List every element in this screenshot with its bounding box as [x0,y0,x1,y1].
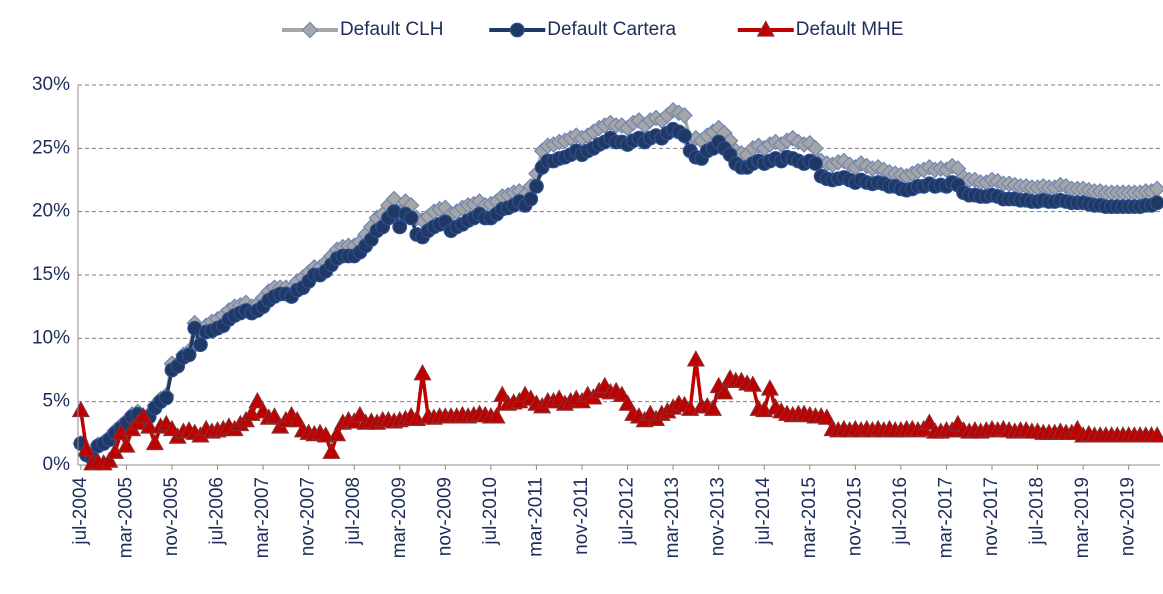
legend-item: Default CLH [281,19,444,40]
x-tick-label: mar-2009 [389,477,410,558]
series [73,121,1163,467]
data-point [703,399,722,416]
x-tick-label: jul-2018 [1027,477,1048,546]
x-tick-label: mar-2013 [662,477,683,558]
data-point [301,21,319,39]
data-point [71,400,90,418]
series-line [79,358,1158,466]
data-point [760,379,779,396]
series-line [79,108,1158,460]
x-tick-label: mar-2007 [252,477,273,558]
data-point [676,107,693,124]
x-tick-label: nov-2005 [161,477,182,556]
data-point [158,390,174,406]
x-tick-label: jul-2016 [890,477,911,546]
x-tick-label: mar-2017 [935,477,956,558]
data-point [677,128,692,144]
y-tick-label: 10% [32,327,70,348]
x-tick-label: jul-2012 [617,477,638,546]
data-point [288,410,307,428]
y-tick-label: 5% [43,391,71,412]
x-tick-label: jul-2010 [480,477,501,546]
data-point [100,451,119,468]
data-point [618,394,637,411]
data-point [756,20,775,37]
data-point [807,139,824,157]
x-tick-label: mar-2011 [525,477,546,557]
x-tick-label: mar-2019 [1072,477,1093,558]
data-point [392,219,408,235]
data-point [1148,426,1163,443]
data-point [265,407,284,424]
data-point [523,191,539,207]
data-point [403,210,419,226]
data-point [743,375,762,392]
data-point [686,350,705,367]
x-tick-label: nov-2015 [844,477,865,556]
data-point [1149,195,1163,211]
data-point [413,364,432,381]
x-tick-label: mar-2005 [115,477,136,558]
series [71,350,1163,471]
legend-item: Default MHE [737,19,904,40]
data-point [715,383,734,400]
legend-item: Default Cartera [489,19,677,40]
series [72,101,1163,466]
data-point [117,436,136,453]
y-tick-label: 15% [32,264,70,285]
x-tick-label: nov-2017 [981,477,1002,556]
x-tick-label: nov-2009 [434,477,455,556]
data-point [77,440,96,457]
x-tick-label: nov-2007 [298,477,319,556]
legend: Default CLH Default Cartera Default MHE [281,19,904,40]
data-point [134,407,153,424]
x-tick-label: mar-2015 [799,477,820,558]
axes: 0% 5% 10% 15% 20% 25% 30% jul-2004 mar-2005 nov-2… [32,74,1139,558]
data-point [248,391,267,409]
x-tick-label: nov-2011 [571,477,592,555]
data-point [193,337,208,353]
x-tick-label: nov-2019 [1118,477,1139,556]
legend-label: Default Cartera [547,19,676,40]
y-tick-label: 0% [43,454,71,475]
data-point [529,178,544,194]
x-tick-label: jul-2004 [70,477,91,546]
legend-label: Default CLH [340,19,444,40]
legend-label: Default MHE [796,19,904,40]
x-tick-label: jul-2014 [753,477,774,546]
y-tick-label: 20% [32,201,70,222]
x-tick-label: nov-2013 [708,477,729,556]
data-point [817,408,836,425]
data-point [140,417,159,434]
x-tick-label: jul-2006 [207,477,228,546]
plot-area [71,101,1163,471]
y-tick-label: 30% [32,74,70,95]
y-tick-label: 25% [32,137,70,158]
x-tick-label: jul-2008 [343,477,364,546]
data-point [181,347,197,363]
data-point [322,442,341,459]
data-point [145,433,164,451]
data-point [487,407,506,424]
data-point [316,426,335,443]
data-point [328,424,347,442]
data-point [509,22,525,38]
data-point [808,156,823,171]
